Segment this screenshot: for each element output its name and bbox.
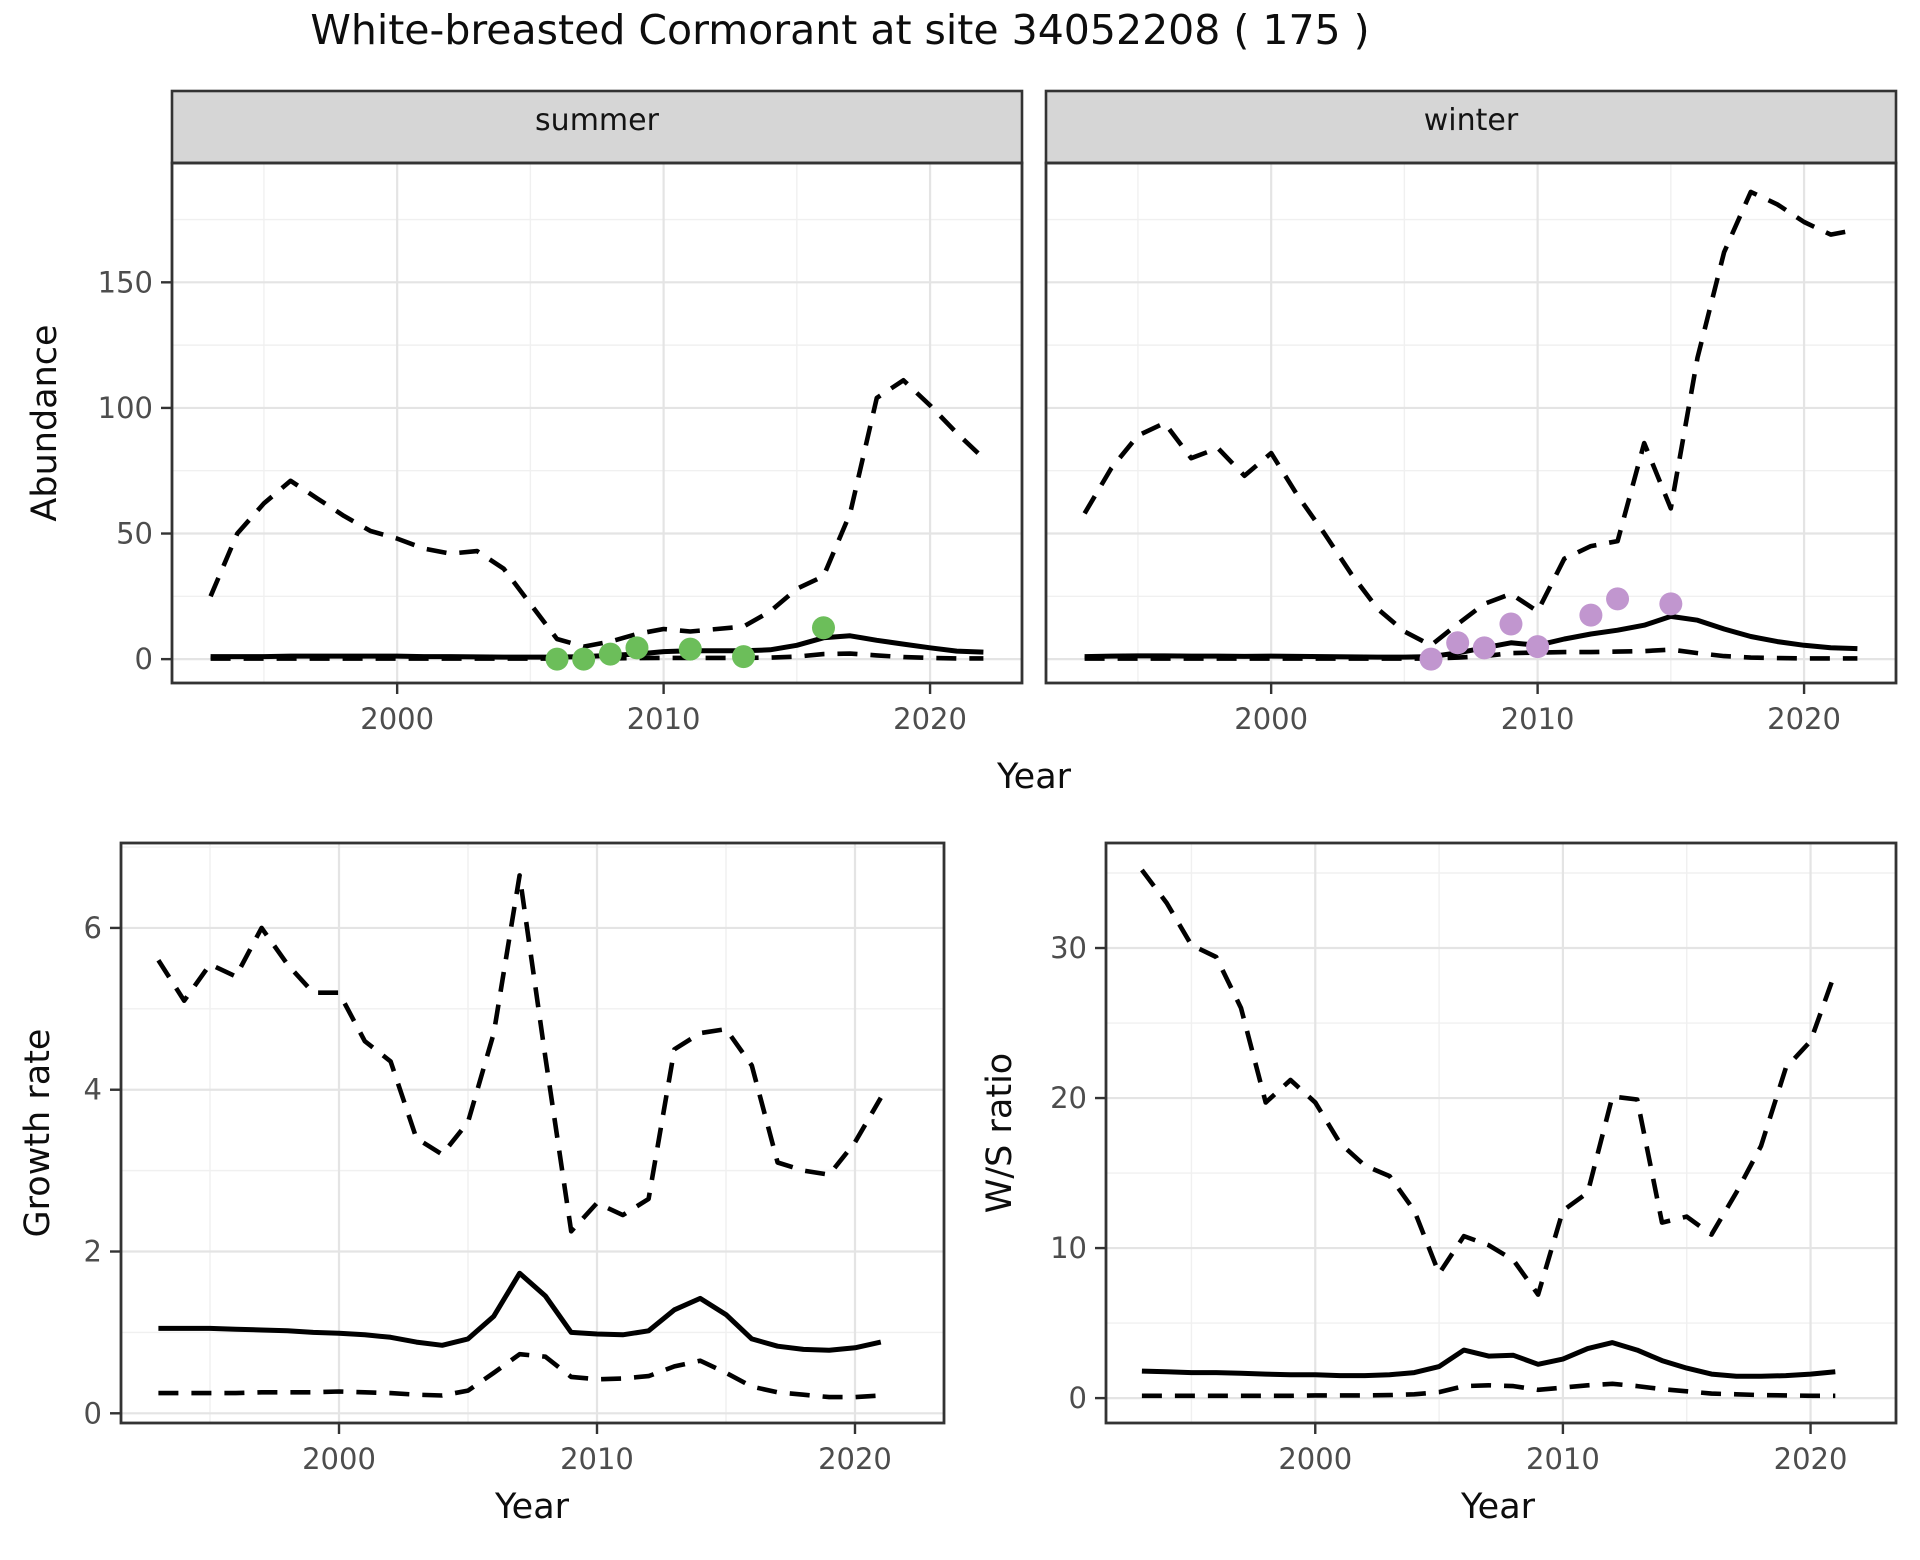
x-tick-label: 2020 <box>818 1442 892 1476</box>
x-tick-label: 2010 <box>1501 702 1575 736</box>
abundance-winter-panel-border <box>1044 161 1898 685</box>
abundance-winter-observed-point <box>1419 647 1443 671</box>
y-axis-title-growth-rate: Growth rate <box>18 1028 58 1238</box>
y-axis-title-abundance: Abundance <box>25 324 65 522</box>
x-axis-title-year-ws: Year <box>1460 1487 1536 1527</box>
abundance-winter-lower_95ci-line <box>1084 647 1858 661</box>
abundance-summer-observed-point <box>572 647 596 671</box>
x-tick-label: 2010 <box>560 1442 634 1476</box>
y-tick-label: 6 <box>84 911 102 945</box>
x-tick-label: 2020 <box>1767 702 1841 736</box>
x-tick-label: 2010 <box>627 702 701 736</box>
x-tick-label: 2010 <box>1526 1442 1600 1476</box>
x-tick-label: 2000 <box>302 1442 376 1476</box>
y-tick-label: 0 <box>1069 1381 1087 1415</box>
growth_rate-median_estimate-line <box>158 1270 882 1353</box>
x-axis-title-year-top: Year <box>996 757 1072 797</box>
abundance-summer-observed-point <box>678 637 702 661</box>
y-tick-label: 50 <box>116 517 153 551</box>
facet-strip <box>170 89 1024 165</box>
figure-title: White-breasted Cormorant at site 3405220… <box>310 6 1370 54</box>
x-tick-label: 2020 <box>1774 1442 1848 1476</box>
x-tick-label: 2000 <box>360 702 434 736</box>
abundance-winter-observed-point <box>1499 612 1523 636</box>
abundance-winter-observed-point <box>1579 603 1603 627</box>
y-tick-label: 2 <box>84 1235 102 1269</box>
growth_rate-lower_95ci-line <box>158 1351 881 1400</box>
abundance-summer-observed-point <box>811 616 835 640</box>
x-tick-label: 2020 <box>893 702 967 736</box>
y-tick-label: 20 <box>1050 1081 1087 1115</box>
abundance-summer-observed-point <box>545 647 569 671</box>
x-axis-title-year-growth: Year <box>494 1487 570 1527</box>
abundance-summer-lower_95ci-line <box>210 651 984 661</box>
x-tick-label: 2000 <box>1234 702 1308 736</box>
ws_ratio-lower_95ci-line <box>1141 1381 1836 1399</box>
ws_ratio-median_estimate-line <box>1141 1340 1836 1379</box>
y-tick-label: 150 <box>98 265 153 299</box>
y-tick-label: 0 <box>135 642 153 676</box>
growth_rate-upper_95ci-line <box>156 873 883 1234</box>
y-tick-label: 10 <box>1050 1231 1087 1265</box>
y-tick-label: 30 <box>1050 931 1087 965</box>
y-tick-label: 100 <box>98 391 153 425</box>
ws_ratio-upper_95ci-line <box>1140 868 1838 1297</box>
y-tick-label: 0 <box>84 1396 102 1430</box>
abundance-summer-panel-border <box>170 161 1024 685</box>
abundance-winter-upper_95ci-line <box>1082 189 1858 648</box>
abundance-summer-median_estimate-line <box>210 633 984 660</box>
growth_rate-panel-border <box>119 841 946 1425</box>
facet-strip-label-winter: winter <box>1423 103 1519 138</box>
y-axis-title-ws-ratio: W/S ratio <box>980 1052 1020 1214</box>
abundance-winter-observed-point <box>1472 636 1496 660</box>
abundance-winter-observed-point <box>1659 592 1683 616</box>
abundance-summer-upper_95ci-line <box>208 377 985 649</box>
x-tick-label: 2000 <box>1278 1442 1352 1476</box>
abundance-summer-observed-point <box>598 642 622 666</box>
ws_ratio-panel-border <box>1104 841 1898 1425</box>
facet-strip-label-summer: summer <box>535 103 659 138</box>
abundance-winter-observed-point <box>1526 635 1550 659</box>
abundance-summer-observed-point <box>732 645 756 669</box>
abundance-winter-median_estimate-line <box>1084 613 1858 660</box>
y-tick-label: 4 <box>84 1073 102 1107</box>
abundance-winter-observed-point <box>1606 587 1630 611</box>
abundance-summer-observed-point <box>625 636 649 660</box>
abundance-winter-observed-point <box>1446 631 1470 655</box>
